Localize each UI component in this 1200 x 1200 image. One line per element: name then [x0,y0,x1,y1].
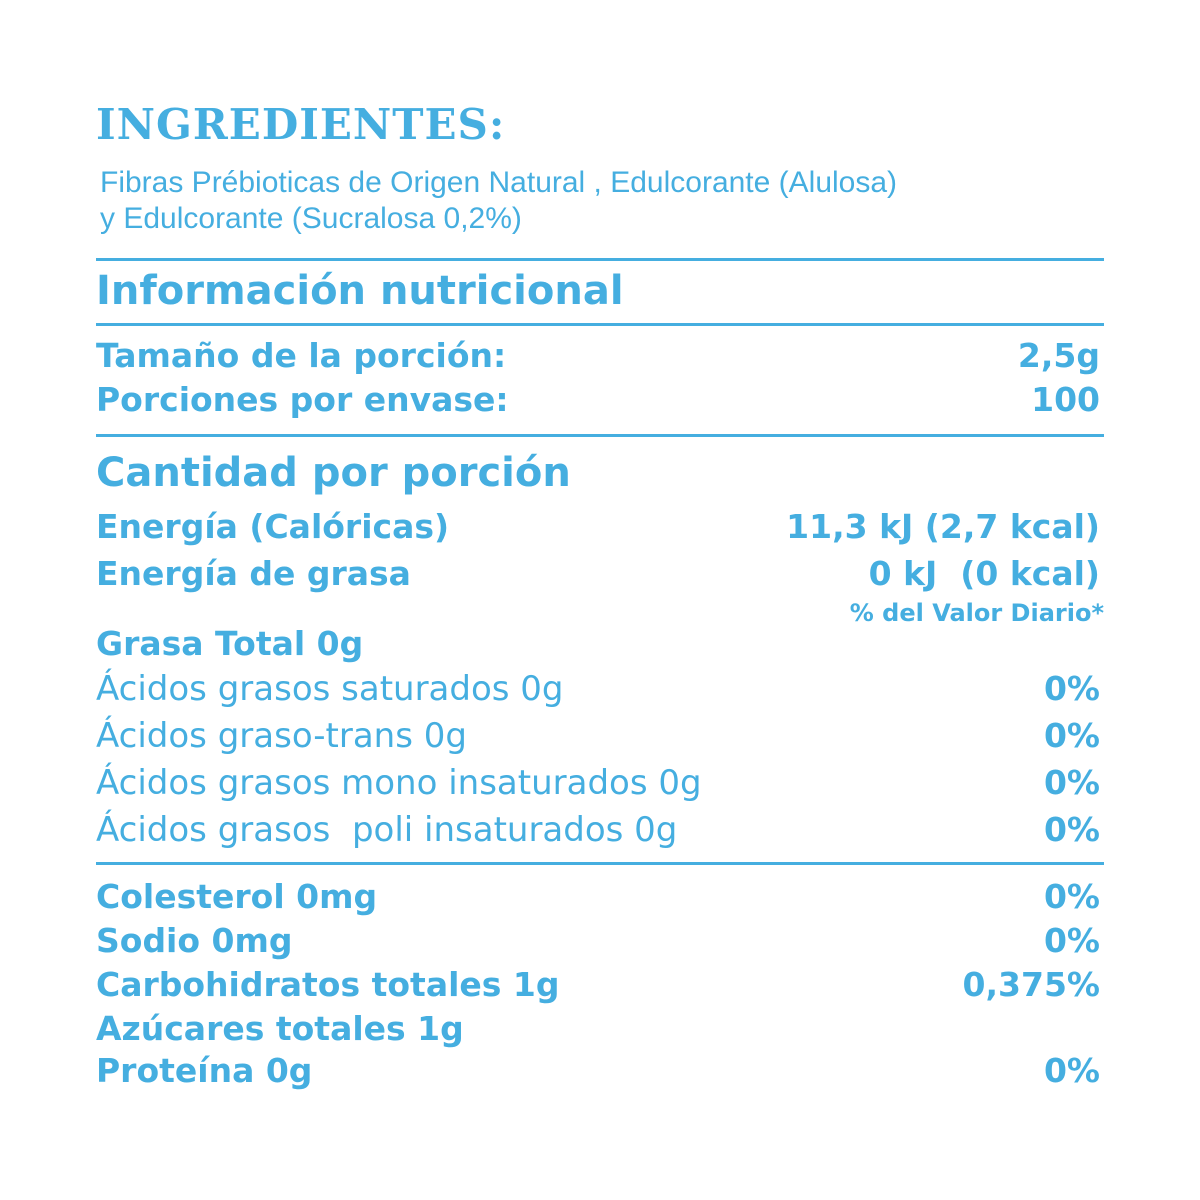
serving-size-row: Tamaño de la porción: 2,5g [96,336,1104,380]
nutrient-value: 0% [1043,921,1100,960]
fat-item-row: Ácidos grasos mono insaturados 0g 0% [96,763,1104,807]
section-title: Información nutricional [96,268,624,314]
nutrient-label: Colesterol 0mg [96,877,378,916]
servings-per-container-label: Porciones por envase: [96,380,509,419]
fat-item-value: 0% [1043,810,1100,849]
nutrient-row: Sodio 0mg 0% [96,921,1104,965]
nutrient-row: Proteína 0g 0% [96,1051,1104,1095]
divider [96,862,1104,865]
daily-value-header: % del Valor Diario* [849,599,1104,627]
nutrient-label: Azúcares totales 1g [96,1009,464,1048]
nutrient-label: Carbohidratos totales 1g [96,965,560,1004]
nutrient-value: 0% [1043,877,1100,916]
nutrient-label: Sodio 0mg [96,921,293,960]
nutrient-row: Azúcares totales 1g [96,1009,1104,1053]
energy-row: Energía (Calóricas) 11,3 kJ (2,7 kcal) [96,507,1104,551]
fat-item-label: Ácidos grasos poli insaturados 0g [96,810,678,850]
fat-item-value: 0% [1043,763,1100,802]
servings-per-container-row: Porciones por envase: 100 [96,380,1104,424]
fat-energy-value: 0 kJ (0 kcal) [868,554,1100,593]
fat-item-value: 0% [1043,716,1100,755]
fat-item-value: 0% [1043,669,1100,708]
nutrient-row: Colesterol 0mg 0% [96,877,1104,921]
ingredients-line-2: y Edulcorante (Sucralosa 0,2%) [100,202,522,235]
servings-per-container-value: 100 [1031,380,1100,419]
serving-size-value: 2,5g [1017,336,1100,375]
divider [96,258,1104,261]
nutrient-value: 0% [1043,1051,1100,1090]
nutrient-row: Carbohidratos totales 1g 0,375% [96,965,1104,1009]
energy-value: 11,3 kJ (2,7 kcal) [786,507,1100,546]
fat-item-row: Ácidos grasos saturados 0g 0% [96,669,1104,713]
ingredients-line-1: Fibras Prébioticas de Origen Natural , E… [100,166,898,199]
divider [96,434,1104,437]
fat-item-row: Ácidos grasos poli insaturados 0g 0% [96,810,1104,854]
nutrient-label: Proteína 0g [96,1051,313,1090]
fat-item-label: Ácidos graso-trans 0g [96,716,467,756]
fat-item-label: Ácidos grasos saturados 0g [96,669,564,709]
fat-energy-label: Energía de grasa [96,554,411,593]
nutrient-value: 0,375% [962,965,1100,1004]
energy-label: Energía (Calóricas) [96,507,450,546]
divider [96,323,1104,326]
ingredients-title: INGREDIENTES: [96,100,506,149]
fat-item-row: Ácidos graso-trans 0g 0% [96,716,1104,760]
fat-item-label: Ácidos grasos mono insaturados 0g [96,763,702,803]
amount-per-serving-title: Cantidad por porción [96,450,571,496]
total-fat-label: Grasa Total 0g [96,624,364,663]
fat-energy-row: Energía de grasa 0 kJ (0 kcal) [96,554,1104,598]
serving-size-label: Tamaño de la porción: [96,336,507,375]
